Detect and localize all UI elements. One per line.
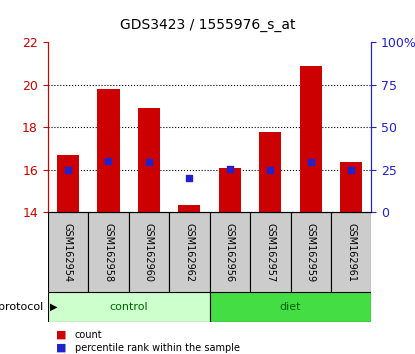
Point	[105, 159, 112, 164]
Bar	[88, 212, 129, 292]
Text: ■: ■	[56, 330, 66, 339]
Point	[186, 176, 193, 181]
Bar	[210, 212, 250, 292]
Bar	[129, 212, 169, 292]
Point	[65, 167, 71, 173]
Bar	[300, 66, 322, 212]
Text: protocol: protocol	[0, 302, 44, 312]
Text: GSM162960: GSM162960	[144, 223, 154, 282]
Point	[348, 167, 354, 173]
Bar	[340, 162, 362, 212]
Bar	[57, 155, 79, 212]
Text: GSM162961: GSM162961	[346, 223, 356, 282]
Text: GSM162959: GSM162959	[306, 223, 316, 282]
Point	[267, 167, 273, 173]
Bar	[331, 212, 371, 292]
Text: count: count	[75, 330, 103, 339]
Text: ■: ■	[56, 343, 66, 353]
Point	[146, 160, 152, 165]
Bar	[250, 212, 290, 292]
Text: GSM162962: GSM162962	[184, 223, 194, 282]
Text: GDS3423 / 1555976_s_at: GDS3423 / 1555976_s_at	[120, 18, 295, 32]
Text: GSM162958: GSM162958	[103, 223, 113, 282]
Bar	[97, 89, 120, 212]
Bar	[48, 212, 88, 292]
Point	[227, 166, 233, 172]
Text: GSM162954: GSM162954	[63, 223, 73, 282]
Text: percentile rank within the sample: percentile rank within the sample	[75, 343, 240, 353]
Text: GSM162957: GSM162957	[265, 223, 275, 282]
Bar	[169, 212, 210, 292]
Text: control: control	[109, 302, 148, 312]
Text: GSM162956: GSM162956	[225, 223, 235, 282]
Text: diet: diet	[280, 302, 301, 312]
Bar	[48, 292, 210, 322]
Text: ▶: ▶	[50, 302, 57, 312]
Bar	[219, 168, 241, 212]
Bar	[138, 108, 160, 212]
Bar	[259, 132, 281, 212]
Bar	[210, 292, 371, 322]
Bar	[290, 212, 331, 292]
Bar	[178, 205, 200, 212]
Point	[308, 160, 314, 165]
